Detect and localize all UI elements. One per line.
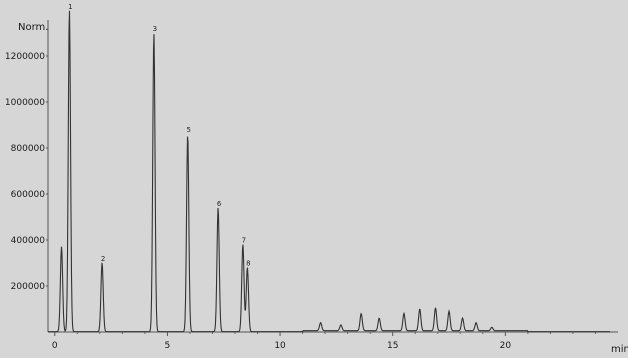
- chromatogram-trace: [48, 10, 610, 333]
- peak-label: 7: [242, 237, 246, 245]
- y-tick-label: 600000: [11, 190, 46, 200]
- x-ticks: 0 5 10 15 20: [52, 332, 596, 351]
- peak-label: 2: [101, 255, 105, 263]
- y-ticks: 200000 400000 600000 800000 1000000 1200000: [5, 52, 48, 292]
- peak-label: 1: [68, 3, 72, 11]
- y-tick-label: 200000: [11, 282, 46, 292]
- x-tick-label: 0: [52, 341, 58, 351]
- y-axis-label: Norm.: [18, 22, 48, 33]
- y-tick-label: 400000: [11, 236, 46, 246]
- x-tick-label: 20: [500, 341, 512, 351]
- x-tick-label: 5: [165, 341, 171, 351]
- y-tick-label: 1200000: [5, 52, 45, 62]
- x-tick-label: 15: [387, 341, 398, 351]
- peak-label: 3: [153, 25, 157, 33]
- peak-label: 5: [186, 126, 190, 134]
- peak-labels: 1 2 3 5 6 7 8: [68, 3, 250, 268]
- x-tick-label: 10: [274, 341, 286, 351]
- peak-label: 6: [217, 200, 222, 208]
- x-axis-label: min: [611, 344, 628, 355]
- y-tick-label: 800000: [11, 144, 46, 154]
- peak-label: 8: [246, 260, 250, 268]
- y-tick-label: 1000000: [5, 98, 45, 108]
